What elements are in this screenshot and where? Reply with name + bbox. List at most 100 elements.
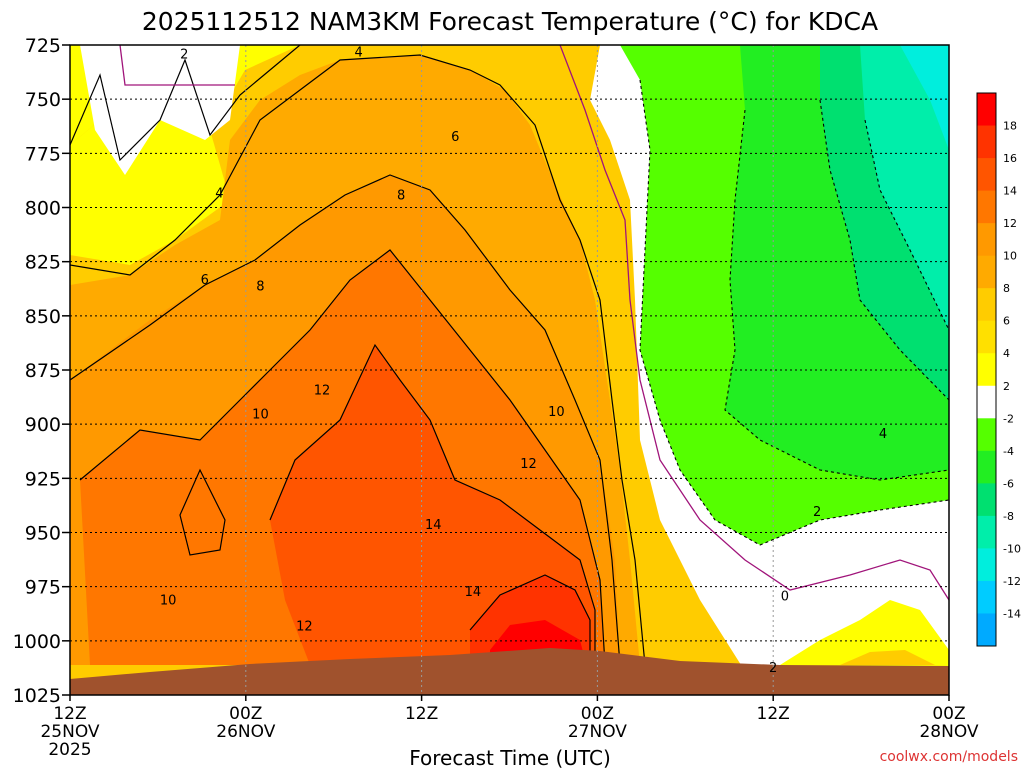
contour-line [469,574,591,660]
x-tick-label-line1: 12Z [53,704,86,724]
contour-label: 6 [201,273,209,288]
y-tick-label: 975 [25,577,61,599]
contour-label: 8 [397,189,405,204]
y-tick-label: 925 [25,468,61,490]
colorbar-tick-label: -14 [1003,607,1021,620]
colorbar-tick-label: -10 [1003,542,1021,555]
field-cold-green-10 [860,45,949,330]
y-tick-label: 1000 [13,631,61,653]
contour-label: 10 [548,405,565,420]
colorbar-frame [976,92,997,647]
field-14-band [270,345,595,665]
y-tick-label: 800 [25,198,61,220]
contour-line [639,79,949,546]
colorbar-segment [977,125,996,159]
colorbar-tick-label: 16 [1003,152,1017,165]
contour-line [724,109,949,481]
colorbar: 18 16 14 12 10 8 6 4 2 -2 -4 -6 -8 -10 -12 -14 [976,92,1021,647]
colorbar-tick-label: 18 [1003,120,1017,133]
colorbar-tick-label: -4 [1003,445,1014,458]
contour-label: 10 [252,407,269,422]
y-tick-label: 850 [25,306,61,328]
chart-title: 2025112512 NAM3KM Forecast Temperature (… [142,7,878,36]
colorbar-segment [977,548,996,582]
colorbar-segment [977,255,996,289]
y-tick-label: 900 [25,414,61,436]
contour-label: 10 [160,594,177,609]
colorbar-tick-label: 2 [1003,380,1010,393]
x-tick-label-line2: 26NOV [216,722,275,742]
x-tick-label-line1: 12Z [405,704,438,724]
colorbar-tick-label: -12 [1003,575,1021,588]
y-tick-label: 1025 [13,685,61,707]
colorbar-tick-label: -8 [1003,510,1014,523]
colorbar-segment [977,223,996,257]
colorbar-segment [977,320,996,354]
x-tick-label-line1: 12Z [757,704,790,724]
contour-line [70,54,646,666]
contour-line [269,343,596,665]
contour-line [119,45,235,86]
contour-label: 8 [256,280,264,295]
contour-line [79,249,606,666]
contour-label: 12 [296,620,313,635]
contour-label: 2 [180,48,188,63]
contour-line [70,45,301,162]
contour-label: 4 [215,186,223,201]
y-tick-label: 750 [25,89,61,111]
contour-line [179,468,226,556]
field-warm-near-surface-right-4 [840,650,935,665]
colorbar-segment [977,580,996,614]
watermark: coolwx.com/models [880,749,1018,765]
contour-label: 6 [451,130,459,145]
contour-label: 4 [354,46,362,61]
colorbar-tick-label: 14 [1003,185,1017,198]
surface-terrain [70,648,949,695]
y-tick-label: 875 [25,360,61,382]
y-tick-label: 825 [25,252,61,274]
colorbar-tick-label: 10 [1003,250,1017,263]
y-tick-label: 950 [25,523,61,545]
contour-label: 2 [769,661,777,676]
contour-line [70,174,621,666]
x-tick-label-line3: 2025 [48,740,91,760]
colorbar-tick-label: -2 [1003,412,1014,425]
x-tick-label-line1: 00Z [581,704,614,724]
x-tick-label-line2: 28NOV [919,722,978,742]
temperature-field [70,45,949,695]
colorbar-tick-label: 4 [1003,347,1010,360]
colorbar-segment [977,353,996,387]
field-14-band-left [180,470,225,555]
colorbar-segment [977,93,996,127]
colorbar-segment [977,515,996,549]
contour-lines-cold [639,79,949,546]
x-axis-label: Forecast Time (UTC) [409,746,611,768]
contour-labels: 2 4 6 4 8 6 8 12 10 10 12 4 2 14 10 14 12 0 2 [160,46,887,676]
colorbar-segment [977,288,996,322]
x-tick-label-line1: 00Z [932,704,965,724]
colorbar-segment [977,190,996,224]
colorbar-tick-label: 8 [1003,282,1010,295]
x-tick-label-line2: 27NOV [568,722,627,742]
colorbar-segment [977,450,996,484]
field-zero-white-top [80,45,240,175]
x-tick-label-line1: 00Z [229,704,262,724]
contour-label: 14 [425,518,442,533]
contour-label: 4 [879,427,887,442]
colorbar-segment [977,385,996,419]
colorbar-tick-label: -6 [1003,477,1014,490]
colorbar-segment [977,483,996,517]
colorbar-segment [977,418,996,452]
colorbar-segment [977,158,996,192]
colorbar-tick-label: 12 [1003,217,1017,230]
contour-label: 0 [781,589,789,604]
contour-label: 12 [520,457,537,472]
contour-label: 2 [813,505,821,520]
colorbar-segment [977,613,996,646]
contour-label: 12 [314,384,331,399]
colorbar-tick-label: 6 [1003,315,1010,328]
y-tick-label: 775 [25,143,61,165]
contour-lines [70,45,646,666]
